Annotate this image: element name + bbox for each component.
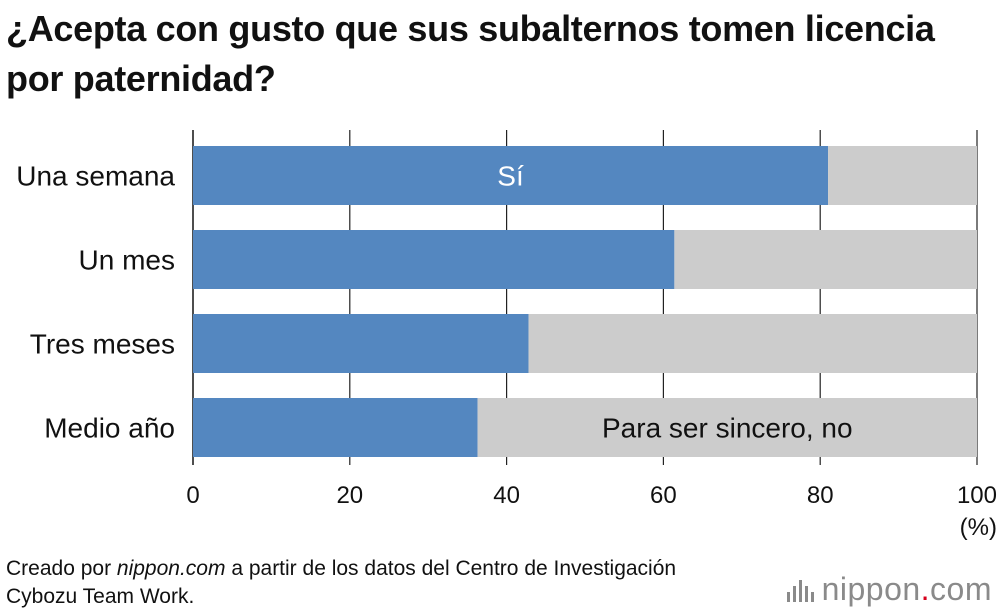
bar-si-1 <box>193 146 829 205</box>
series-label-no: Para ser sincero, no <box>602 413 853 444</box>
bar-si-3 <box>193 314 529 373</box>
x-axis-ticks: 0 20 40 60 80 100 (%) <box>186 482 997 541</box>
category-label: Un mes <box>79 245 175 276</box>
tick-label-80: 80 <box>807 482 834 509</box>
tick-label-40: 40 <box>493 482 520 509</box>
series-labels: Sí Para ser sincero, no <box>497 161 852 444</box>
source-site: nippon.com <box>116 557 226 580</box>
bar-si-4 <box>193 398 478 457</box>
nippon-logo: nippon.com <box>786 571 992 608</box>
logo-bars-icon <box>786 578 814 602</box>
x-axis-unit: (%) <box>960 514 997 541</box>
source-suffix: a partir de los datos del Centro de Inve… <box>6 557 677 608</box>
category-label: Una semana <box>16 161 175 192</box>
bar-no-3 <box>528 314 977 373</box>
source-note: Creado por nippon.com a partir de los da… <box>6 555 706 611</box>
tick-label-20: 20 <box>336 482 363 509</box>
bar-si-2 <box>193 230 675 289</box>
tick-label-60: 60 <box>650 482 677 509</box>
tick-label-0: 0 <box>186 482 199 509</box>
tick-label-100: 100 <box>957 482 997 509</box>
category-label: Tres meses <box>30 329 175 360</box>
source-prefix: Creado por <box>6 557 117 580</box>
category-labels: Una semana Un mes Tres meses Medio año <box>16 161 175 444</box>
category-label: Medio año <box>44 413 175 444</box>
chart-title: ¿Acepta con gusto que sus subalternos to… <box>6 8 935 99</box>
bar-no-4 <box>477 398 977 457</box>
bars <box>193 146 977 457</box>
series-label-si: Sí <box>497 161 524 192</box>
logo-wordmark: nippon.com <box>821 571 992 607</box>
stacked-bar-chart: Una semana Un mes Tres meses Medio año Sí Pa… <box>16 130 997 541</box>
bar-no-1 <box>828 146 977 205</box>
bar-no-2 <box>674 230 977 289</box>
